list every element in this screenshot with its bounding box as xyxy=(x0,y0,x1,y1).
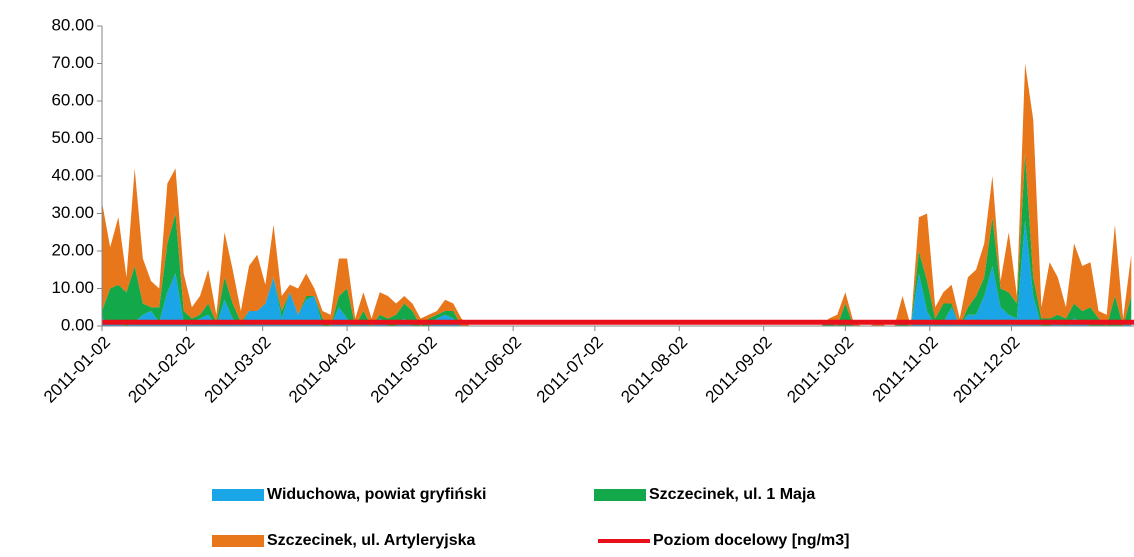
legend-swatch xyxy=(212,535,264,547)
x-tick-label: 2011-05-02 xyxy=(367,333,441,407)
x-tick-label: 2011-10-02 xyxy=(783,333,857,407)
legend-label: Szczecinek, ul. 1 Maja xyxy=(649,486,815,503)
y-tick-label: 40.00 xyxy=(51,165,94,184)
area xyxy=(102,63,1132,326)
legend-swatch xyxy=(594,489,646,501)
y-tick-label: 20.00 xyxy=(51,240,94,259)
legend-swatch xyxy=(212,489,264,501)
area xyxy=(102,221,1132,326)
x-tick-label: 2011-01-02 xyxy=(40,333,114,407)
area xyxy=(102,153,1132,326)
x-tick-label: 2011-12-02 xyxy=(949,333,1023,407)
x-tick-label: 2011-09-02 xyxy=(702,333,776,407)
y-tick-label: 10.00 xyxy=(51,278,94,297)
legend-label: Widuchowa, powiat gryfiński xyxy=(267,486,486,503)
y-tick-label: 60.00 xyxy=(51,90,94,109)
x-tick-label: 2011-04-02 xyxy=(285,333,359,407)
legend-label: Poziom docelowy [ng/m3] xyxy=(653,532,849,549)
y-tick-label: 30.00 xyxy=(51,203,94,222)
x-tick-label: 2011-07-02 xyxy=(533,333,607,407)
x-tick-label: 2011-02-02 xyxy=(124,333,198,407)
x-tick-label: 2011-06-02 xyxy=(451,333,525,407)
x-tick-label: 2011-08-02 xyxy=(617,333,691,407)
x-tick-label: 2011-11-02 xyxy=(869,333,942,406)
y-tick-label: 0.00 xyxy=(61,315,94,334)
y-tick-label: 80.00 xyxy=(51,15,94,34)
legend-label: Szczecinek, ul. Artyleryjska xyxy=(267,532,476,549)
y-tick-label: 50.00 xyxy=(51,128,94,147)
y-tick-label: 70.00 xyxy=(51,53,94,72)
x-tick-label: 2011-03-02 xyxy=(201,333,275,407)
